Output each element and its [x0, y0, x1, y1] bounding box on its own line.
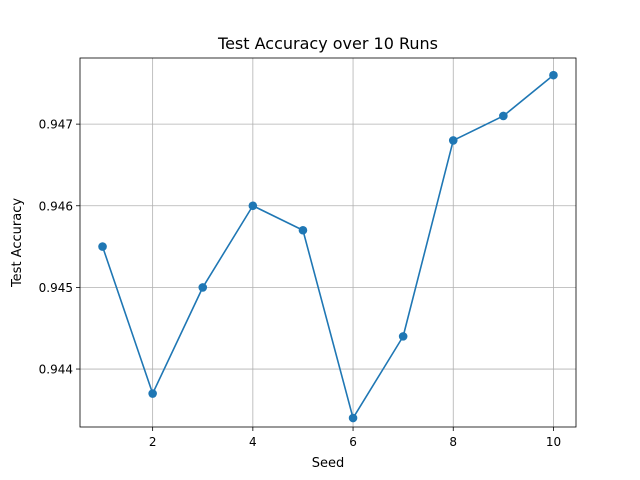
series-layer [98, 70, 558, 423]
data-point [348, 413, 358, 423]
y-axis-label: Test Accuracy [10, 198, 25, 288]
data-point [98, 242, 107, 251]
axis-ticks: 2 4 6 8 10 0.944 0.945 0.946 0.947 [39, 118, 561, 449]
x-tick-label: 8 [449, 435, 457, 449]
data-point [448, 136, 458, 145]
data-point [148, 389, 157, 398]
data-point [398, 332, 408, 341]
data-point [499, 111, 508, 121]
x-axis-label: Seed [312, 456, 345, 471]
y-tick-label: 0.946 [39, 199, 73, 213]
y-tick-label: 0.944 [39, 363, 73, 377]
chart-title: Test Accuracy over 10 Runs [217, 34, 438, 53]
series-line [101, 74, 554, 419]
x-tick-label: 4 [249, 435, 257, 449]
y-tick-label: 0.947 [39, 118, 73, 132]
x-tick-label: 6 [349, 435, 357, 449]
grid-lines [80, 58, 576, 427]
data-point [549, 70, 558, 80]
x-tick-label: 10 [546, 435, 561, 449]
y-tick-label: 0.945 [39, 281, 73, 295]
data-point [198, 283, 208, 292]
x-tick-label: 2 [149, 435, 157, 449]
data-point [248, 201, 258, 211]
plot-area-frame [79, 57, 577, 428]
data-point [298, 225, 308, 235]
